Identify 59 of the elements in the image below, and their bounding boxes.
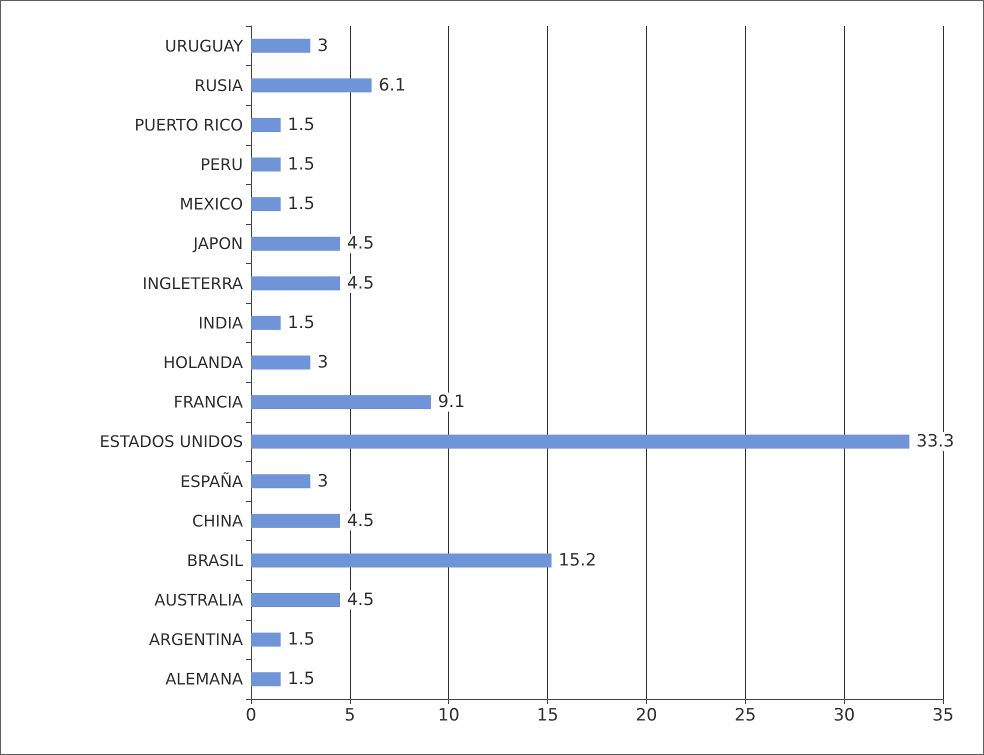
y-tick-label: PERU — [200, 155, 243, 174]
data-label: 1.5 — [288, 114, 315, 135]
data-label: 1.5 — [288, 630, 315, 650]
data-label: 33.3 — [916, 432, 954, 452]
bar — [251, 78, 372, 92]
y-tick-label: URUGUAY — [164, 36, 244, 56]
data-label: 9.1 — [438, 392, 465, 412]
bar — [251, 434, 910, 449]
x-tick-label: 5 — [344, 706, 356, 726]
bar — [251, 316, 281, 330]
bar — [251, 236, 340, 251]
y-tick-label: INGLETERRA — [142, 274, 244, 293]
bar — [251, 38, 310, 53]
data-label: 4.5 — [346, 273, 374, 294]
y-tick-label: ESTADOS UNIDOS — [100, 432, 243, 452]
y-tick-label: ALEMANA — [165, 670, 244, 689]
data-label: 15.2 — [558, 550, 596, 570]
x-tick-label: 25 — [734, 706, 756, 726]
y-tick-label: AUSTRALIA — [154, 590, 244, 610]
bar — [251, 356, 310, 370]
bar — [251, 158, 281, 172]
bar — [251, 118, 281, 132]
data-label: 3 — [317, 352, 328, 372]
y-tick-label: ARGENTINA — [149, 630, 244, 650]
bar — [251, 553, 552, 568]
y-tick-label: INDIA — [198, 313, 244, 332]
bar — [251, 672, 281, 686]
bar — [251, 593, 340, 608]
data-label: 4.5 — [346, 510, 374, 531]
y-tick-label: BRASIL — [186, 550, 244, 570]
bar — [251, 197, 281, 212]
y-tick-label: JAPON — [192, 234, 243, 254]
y-tick-label: ESPAÑA — [180, 472, 244, 491]
bar — [251, 514, 340, 528]
data-label: 1.5 — [288, 669, 315, 690]
data-label: 4.5 — [346, 234, 374, 254]
data-label: 6.1 — [378, 75, 406, 96]
data-label: 1.5 — [288, 312, 315, 333]
data-label: 3 — [317, 36, 328, 56]
x-tick-label: 10 — [438, 706, 460, 726]
x-tick-label: 15 — [536, 706, 558, 726]
bar — [251, 276, 340, 290]
data-label: 1.5 — [288, 194, 315, 214]
bar — [251, 395, 431, 410]
y-tick-label: RUSIA — [194, 76, 244, 95]
x-tick-label: 20 — [636, 706, 658, 726]
y-tick-label: HOLANDA — [163, 353, 244, 372]
bar — [251, 474, 310, 488]
data-label: 3 — [317, 471, 328, 492]
y-tick-label: CHINA — [192, 511, 244, 530]
data-label: 4.5 — [346, 590, 374, 610]
y-tick-label: FRANCIA — [174, 392, 244, 412]
x-tick-label: 35 — [932, 706, 954, 726]
y-tick-label: MEXICO — [180, 194, 243, 214]
data-label: 1.5 — [288, 154, 315, 175]
y-tick-label: PUERTO RICO — [134, 115, 243, 134]
bar — [251, 632, 281, 647]
x-tick-label: 30 — [833, 706, 855, 726]
x-tick-label: 0 — [246, 706, 256, 726]
